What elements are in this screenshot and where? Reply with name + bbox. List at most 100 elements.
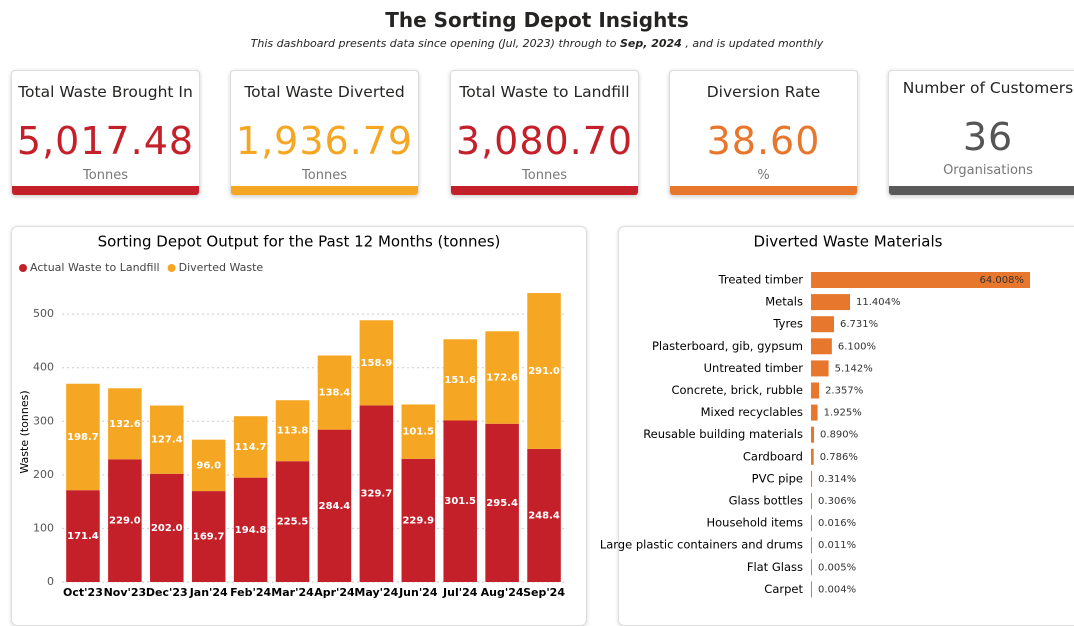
bar-segment bbox=[275, 461, 310, 582]
bar-segment bbox=[108, 388, 142, 460]
category-label: Plasterboard, gib, gypsum bbox=[652, 339, 803, 353]
bar-segment bbox=[485, 331, 519, 424]
data-label: 0.004% bbox=[818, 584, 856, 595]
y-tick-label: 0 bbox=[47, 575, 54, 588]
kpi-title: Diversion Rate bbox=[706, 83, 821, 101]
kpi-value: 36 bbox=[962, 115, 1014, 159]
chart-panel bbox=[618, 226, 1074, 626]
category-label: Metals bbox=[765, 295, 803, 309]
kpi-title: Total Waste to Landfill bbox=[459, 83, 630, 101]
data-label: 6.100% bbox=[838, 341, 876, 352]
data-label: 248.4 bbox=[528, 510, 560, 521]
x-tick-label: Jan'24 bbox=[189, 586, 228, 599]
bar bbox=[811, 316, 835, 333]
data-label: 225.5 bbox=[277, 517, 309, 528]
kpi-card: Total Waste to Landfill 3,080.70 Tonnes bbox=[450, 70, 639, 196]
bar-segment bbox=[191, 491, 226, 582]
data-label: 291.0 bbox=[528, 366, 560, 377]
category-label: Large plastic containers and drums bbox=[600, 538, 803, 552]
kpi-accent bbox=[451, 186, 638, 195]
x-tick-label: Aug'24 bbox=[481, 586, 524, 599]
data-label: 169.7 bbox=[193, 532, 225, 543]
bar bbox=[811, 360, 829, 377]
bar-segment bbox=[527, 448, 561, 582]
y-tick-label: 400 bbox=[33, 361, 54, 374]
data-label: 101.5 bbox=[402, 427, 434, 438]
category-label: Flat Glass bbox=[747, 560, 803, 574]
data-label: 194.8 bbox=[235, 525, 267, 536]
category-label: Reusable building materials bbox=[643, 427, 803, 441]
bar-segment bbox=[527, 293, 561, 449]
kpi-unit: Tonnes bbox=[522, 168, 567, 183]
bar-segment bbox=[359, 320, 394, 406]
bar bbox=[811, 426, 815, 443]
legend-marker bbox=[19, 264, 27, 272]
data-label: 151.6 bbox=[444, 375, 476, 386]
bar-segment bbox=[443, 420, 477, 582]
y-axis-label: Waste (tonnes) bbox=[18, 390, 31, 473]
bar-segment bbox=[317, 355, 352, 430]
data-label: 0.786% bbox=[820, 452, 858, 463]
kpi-title: Total Waste Diverted bbox=[244, 83, 405, 101]
bar-segment bbox=[317, 429, 352, 582]
bar bbox=[811, 559, 812, 576]
charts: Sorting Depot Output for the Past 12 Mon… bbox=[18, 233, 1030, 599]
kpi-unit: % bbox=[757, 168, 770, 183]
bar-segment bbox=[233, 477, 268, 582]
data-label: 132.6 bbox=[109, 419, 141, 430]
category-label: Household items bbox=[707, 516, 804, 530]
category-label: Glass bottles bbox=[729, 494, 803, 508]
x-tick-label: Oct'23 bbox=[63, 586, 103, 599]
kpi-card: Number of Customers 36 Organisations bbox=[888, 70, 1074, 196]
data-label: 0.011% bbox=[818, 540, 856, 551]
kpi-card: Total Waste Diverted 1,936.79 Tonnes bbox=[230, 70, 419, 196]
kpi-accent bbox=[231, 186, 418, 195]
legend-label: Actual Waste to Landfill bbox=[30, 261, 160, 274]
bar-segment bbox=[108, 459, 142, 582]
data-label: 113.8 bbox=[277, 426, 309, 437]
y-tick-label: 300 bbox=[33, 414, 54, 427]
y-tick-label: 200 bbox=[33, 468, 54, 481]
data-label: 0.890% bbox=[820, 430, 858, 441]
kpi-accent bbox=[889, 186, 1074, 195]
bar-segment bbox=[191, 439, 226, 492]
data-label: 0.314% bbox=[818, 474, 856, 485]
kpi-accent bbox=[12, 186, 199, 195]
bar bbox=[811, 448, 814, 465]
data-label: 0.005% bbox=[818, 562, 856, 573]
x-tick-label: Mar'24 bbox=[271, 586, 314, 599]
kpi-title: Number of Customers bbox=[902, 79, 1074, 97]
category-label: Treated timber bbox=[718, 273, 804, 287]
category-label: PVC pipe bbox=[752, 471, 803, 485]
bar-segment bbox=[443, 339, 477, 421]
category-label: Concrete, brick, rubble bbox=[671, 383, 803, 397]
data-label: 172.6 bbox=[486, 373, 518, 384]
kpi-unit: Tonnes bbox=[83, 168, 128, 183]
bar bbox=[811, 515, 812, 532]
x-tick-label: Nov'23 bbox=[104, 586, 147, 599]
bar-segment bbox=[66, 490, 100, 582]
data-label: 284.4 bbox=[319, 501, 351, 512]
bar bbox=[811, 581, 812, 598]
data-label: 138.4 bbox=[319, 388, 351, 399]
data-label: 229.0 bbox=[109, 516, 141, 527]
category-label: Tyres bbox=[772, 317, 803, 331]
bar bbox=[811, 404, 818, 421]
bar-segment bbox=[233, 416, 268, 478]
bar bbox=[811, 338, 832, 355]
kpi-value: 5,017.48 bbox=[16, 119, 195, 163]
chart-title: Sorting Depot Output for the Past 12 Mon… bbox=[98, 233, 501, 251]
data-label: 114.7 bbox=[235, 442, 267, 453]
subtitle-text: , and is updated monthly bbox=[681, 37, 824, 50]
bar bbox=[811, 470, 813, 487]
data-label: 64.008% bbox=[980, 275, 1025, 286]
data-label: 127.4 bbox=[151, 435, 183, 446]
bar bbox=[811, 294, 851, 311]
kpi-title: Total Waste Brought In bbox=[18, 83, 193, 101]
data-label: 295.4 bbox=[486, 498, 518, 509]
dashboard: {"header": {"title": "The Sorting Depot … bbox=[11, 8, 1074, 626]
kpi-value: 1,936.79 bbox=[235, 119, 414, 163]
bar bbox=[811, 382, 820, 399]
x-tick-label: Apr'24 bbox=[314, 586, 355, 599]
data-label: 96.0 bbox=[196, 460, 221, 471]
